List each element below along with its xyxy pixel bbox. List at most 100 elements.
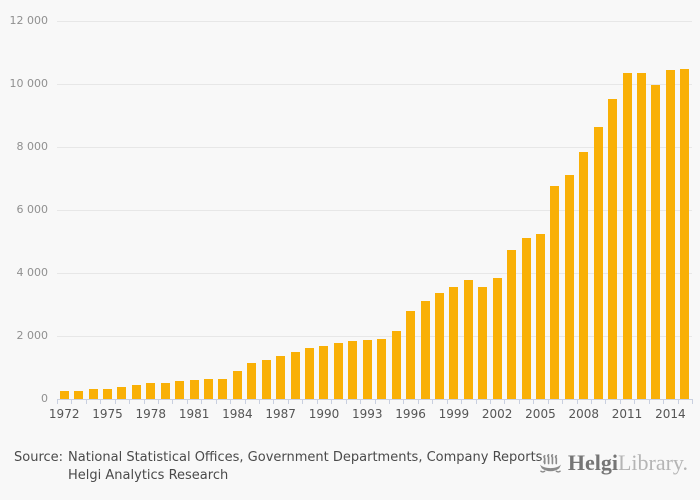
bar-1974[interactable] — [88, 388, 98, 399]
bar-1984[interactable] — [232, 370, 242, 399]
logo-wordmark: HelgiLibrary. — [568, 449, 688, 477]
bar-1990[interactable] — [319, 346, 329, 399]
bar-2011[interactable] — [622, 73, 632, 399]
bar-1988[interactable] — [290, 351, 300, 399]
bar-1978[interactable] — [146, 383, 156, 399]
x-tick-label-1999: 1999 — [438, 407, 470, 421]
x-axis-tick — [172, 399, 174, 404]
bar-1976[interactable] — [117, 386, 127, 399]
x-axis-tick — [634, 399, 636, 404]
x-axis-tick — [576, 399, 578, 404]
logo-text-library: Library. — [617, 450, 688, 475]
x-axis-tick — [504, 399, 506, 404]
bar-1989[interactable] — [305, 347, 315, 399]
x-axis-tick — [287, 399, 289, 404]
x-axis-tick — [129, 399, 131, 404]
bar-1986[interactable] — [261, 359, 271, 399]
x-axis-tick — [100, 399, 102, 404]
gridline-12000 — [57, 21, 692, 22]
bar-2006[interactable] — [550, 186, 560, 399]
x-axis-tick — [518, 399, 520, 404]
x-axis-tick — [432, 399, 434, 404]
x-tick-label-1984: 1984 — [222, 407, 253, 421]
bar-1997[interactable] — [420, 301, 430, 399]
bar-1996[interactable] — [406, 311, 416, 399]
source-line1: National Statistical Offices, Government… — [68, 450, 547, 465]
x-tick-label-2008: 2008 — [568, 407, 600, 421]
y-tick-label-6000: 6 000 — [16, 203, 49, 216]
x-tick-label-1993: 1993 — [352, 407, 383, 421]
x-tick-label-1990: 1990 — [308, 407, 340, 421]
bar-1981[interactable] — [189, 380, 199, 399]
x-axis-tick — [316, 399, 318, 404]
bar-2014[interactable] — [665, 69, 675, 399]
y-tick-label-10000: 10 000 — [9, 77, 49, 90]
x-axis-tick — [648, 399, 650, 404]
bar-1998[interactable] — [434, 293, 444, 399]
bar-1987[interactable] — [276, 355, 286, 399]
x-axis-tick — [57, 399, 58, 404]
x-axis-tick — [331, 399, 333, 404]
gridline-6000 — [57, 210, 692, 211]
bar-2004[interactable] — [521, 238, 531, 399]
bar-2015[interactable] — [680, 68, 690, 399]
x-axis-tick — [114, 399, 116, 404]
bar-1999[interactable] — [449, 287, 459, 399]
x-tick-label-2005: 2005 — [525, 407, 556, 421]
bar-1992[interactable] — [348, 341, 358, 399]
x-tick-label-1972: 1972 — [48, 407, 80, 421]
gridline-8000 — [57, 147, 692, 148]
helgi-ship-icon — [539, 453, 561, 473]
bar-1994[interactable] — [377, 339, 387, 399]
x-axis-tick — [605, 399, 607, 404]
x-axis-tick — [677, 399, 679, 404]
bar-2012[interactable] — [636, 72, 646, 399]
x-axis-tick — [446, 399, 448, 404]
y-tick-label-4000: 4 000 — [16, 266, 49, 279]
bar-2010[interactable] — [608, 98, 618, 399]
bar-2008[interactable] — [579, 152, 589, 399]
bar-1985[interactable] — [247, 363, 257, 399]
x-axis-tick — [417, 399, 419, 404]
bar-1991[interactable] — [333, 343, 343, 399]
x-axis-tick — [201, 399, 203, 404]
bar-2005[interactable] — [535, 234, 545, 399]
bar-1995[interactable] — [391, 330, 401, 399]
gridline-10000 — [57, 84, 692, 85]
bar-2007[interactable] — [564, 175, 574, 399]
bar-1977[interactable] — [131, 384, 141, 399]
bar-1975[interactable] — [103, 389, 112, 399]
bar-2013[interactable] — [651, 85, 661, 399]
bar-1983[interactable] — [218, 378, 228, 399]
x-axis-tick — [345, 399, 347, 404]
bar-2009[interactable] — [593, 127, 603, 399]
bar-1993[interactable] — [362, 340, 372, 399]
x-tick-label-1978: 1978 — [135, 407, 167, 421]
bar-1979[interactable] — [160, 383, 170, 399]
bar-2000[interactable] — [463, 279, 473, 399]
x-axis-tick — [360, 399, 362, 404]
x-tick-label-1987: 1987 — [265, 407, 296, 421]
bar-2002[interactable] — [492, 278, 502, 399]
x-axis-tick — [230, 399, 232, 404]
bar-1972[interactable] — [59, 391, 69, 399]
gridline-4000 — [57, 273, 692, 274]
x-axis-tick — [562, 399, 564, 404]
bar-1980[interactable] — [175, 381, 185, 399]
x-axis-tick — [475, 399, 477, 404]
bar-2003[interactable] — [507, 250, 517, 399]
helgi-library-logo[interactable]: HelgiLibrary. — [537, 448, 688, 478]
x-axis-tick — [143, 399, 145, 404]
bar-1982[interactable] — [204, 378, 214, 399]
x-tick-label-1981: 1981 — [178, 407, 210, 421]
x-axis-tick — [71, 399, 73, 404]
x-axis-tick — [186, 399, 188, 404]
x-tick-label-2011: 2011 — [611, 407, 643, 421]
bar-1973[interactable] — [74, 391, 84, 399]
source-text: National Statistical Offices, Government… — [68, 449, 547, 485]
source-line2: Helgi Analytics Research — [68, 468, 229, 483]
bar-2001[interactable] — [478, 287, 488, 399]
x-tick-label-2002: 2002 — [481, 407, 513, 421]
y-tick-label-12000: 12 000 — [9, 14, 49, 27]
